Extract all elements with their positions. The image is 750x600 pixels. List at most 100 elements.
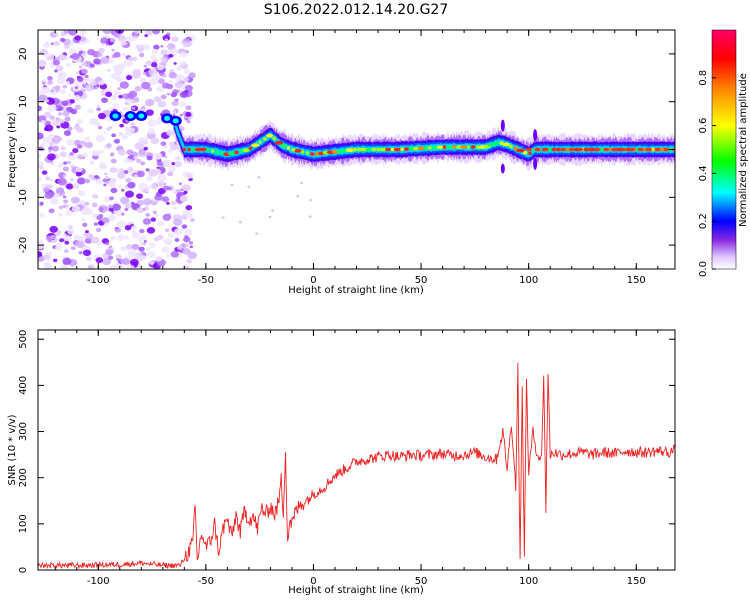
noise-blob xyxy=(58,119,65,124)
noise-blob xyxy=(147,251,156,258)
low-blob-core xyxy=(172,118,179,124)
noise-blob xyxy=(144,34,148,38)
noise-blob xyxy=(47,146,53,151)
ridge-core xyxy=(314,152,319,156)
noise-blob xyxy=(114,227,121,233)
noise-blob xyxy=(105,175,110,180)
x-tick-label: 0 xyxy=(310,275,316,286)
noise-blob xyxy=(101,217,110,224)
noise-blob xyxy=(79,199,86,205)
noise-blob xyxy=(134,86,142,92)
noise-blob xyxy=(158,78,165,84)
noise-blob xyxy=(95,178,103,185)
noise-blob xyxy=(93,58,101,65)
noise-blob xyxy=(55,187,65,194)
noise-blob xyxy=(167,171,174,177)
ridge-hot xyxy=(620,147,627,152)
noise-blob xyxy=(132,72,141,79)
ridge-core xyxy=(248,146,253,151)
ridge-core xyxy=(242,148,250,152)
ridge-core xyxy=(227,151,236,156)
noise-blob xyxy=(38,132,44,140)
noise-blob xyxy=(139,52,145,57)
noise-blob xyxy=(42,136,52,144)
speckle xyxy=(255,232,259,235)
noise-blob xyxy=(145,98,155,107)
x-tick-label: -50 xyxy=(198,275,214,286)
noise-blob xyxy=(108,204,114,209)
ridge-core xyxy=(417,146,425,151)
noise-blob xyxy=(89,63,95,68)
noise-blob xyxy=(84,84,94,92)
ridge-hot xyxy=(577,147,584,152)
ridge-core xyxy=(452,145,457,149)
ridge-core xyxy=(400,147,404,152)
colorbar-tick-label: 0.4 xyxy=(698,165,709,181)
noise-blob xyxy=(183,236,191,243)
ridge-core xyxy=(365,147,373,152)
noise-blob xyxy=(163,145,168,149)
ridge-hot xyxy=(594,147,601,152)
noise-blob xyxy=(131,106,136,110)
noise-blob xyxy=(181,81,185,84)
ridge-core xyxy=(352,147,358,152)
noise-blob xyxy=(58,53,67,61)
noise-blob xyxy=(145,60,152,66)
x-tick-label: -100 xyxy=(87,275,110,286)
noise-blob xyxy=(105,43,109,46)
ridge-core xyxy=(239,149,243,154)
side-lobe xyxy=(533,157,538,170)
noise-blob xyxy=(168,71,177,79)
speckle xyxy=(308,215,312,218)
noise-blob xyxy=(83,231,91,238)
noise-blob xyxy=(183,228,193,237)
noise-blob xyxy=(183,190,188,195)
noise-blob xyxy=(162,185,170,191)
ridge-core xyxy=(187,147,191,152)
noise-blob xyxy=(181,224,188,229)
noise-blob xyxy=(51,145,59,152)
side-lobe xyxy=(500,163,505,174)
noise-blob xyxy=(115,254,123,260)
noise-blob xyxy=(70,108,78,115)
noise-blob xyxy=(161,196,170,203)
ridge-core xyxy=(528,151,532,156)
noise-blob xyxy=(147,128,155,135)
noise-blob xyxy=(142,218,152,225)
snr-panel: -100 -50 0 50 100 150 0 100 200 300 400 500 Height … xyxy=(7,329,676,596)
speckle xyxy=(230,183,234,187)
noise-blob xyxy=(50,89,54,93)
noise-blob xyxy=(44,191,54,199)
ridge-core xyxy=(274,141,284,145)
noise-blob xyxy=(50,42,54,46)
noise-blob xyxy=(181,184,191,192)
y-tick-label: 300 xyxy=(18,422,29,441)
noise-blob xyxy=(167,232,175,238)
noise-blob xyxy=(182,209,190,216)
noise-blob xyxy=(137,237,143,242)
noise-blob xyxy=(97,52,103,57)
noise-blob xyxy=(48,208,55,214)
noise-blob xyxy=(133,96,139,101)
noise-blob xyxy=(57,77,66,85)
noise-blob xyxy=(62,205,66,208)
noise-blob xyxy=(171,100,179,107)
noise-blob xyxy=(59,89,66,95)
noise-blob xyxy=(167,148,173,153)
ridge-core xyxy=(404,147,410,151)
noise-blob xyxy=(147,119,157,127)
noise-blob xyxy=(40,64,44,67)
noise-blob xyxy=(92,213,98,218)
y-tick-label: 400 xyxy=(18,376,29,395)
noise-blob xyxy=(126,149,134,156)
noise-blob xyxy=(179,195,189,203)
side-lobe xyxy=(533,129,538,142)
noise-blob xyxy=(110,73,115,77)
noise-blob xyxy=(161,222,165,226)
noise-blob xyxy=(64,249,69,253)
noise-blob xyxy=(62,166,70,172)
noise-blob xyxy=(170,92,178,98)
noise-blob xyxy=(155,256,163,262)
noise-blob xyxy=(79,36,87,42)
noise-blob xyxy=(43,261,52,269)
